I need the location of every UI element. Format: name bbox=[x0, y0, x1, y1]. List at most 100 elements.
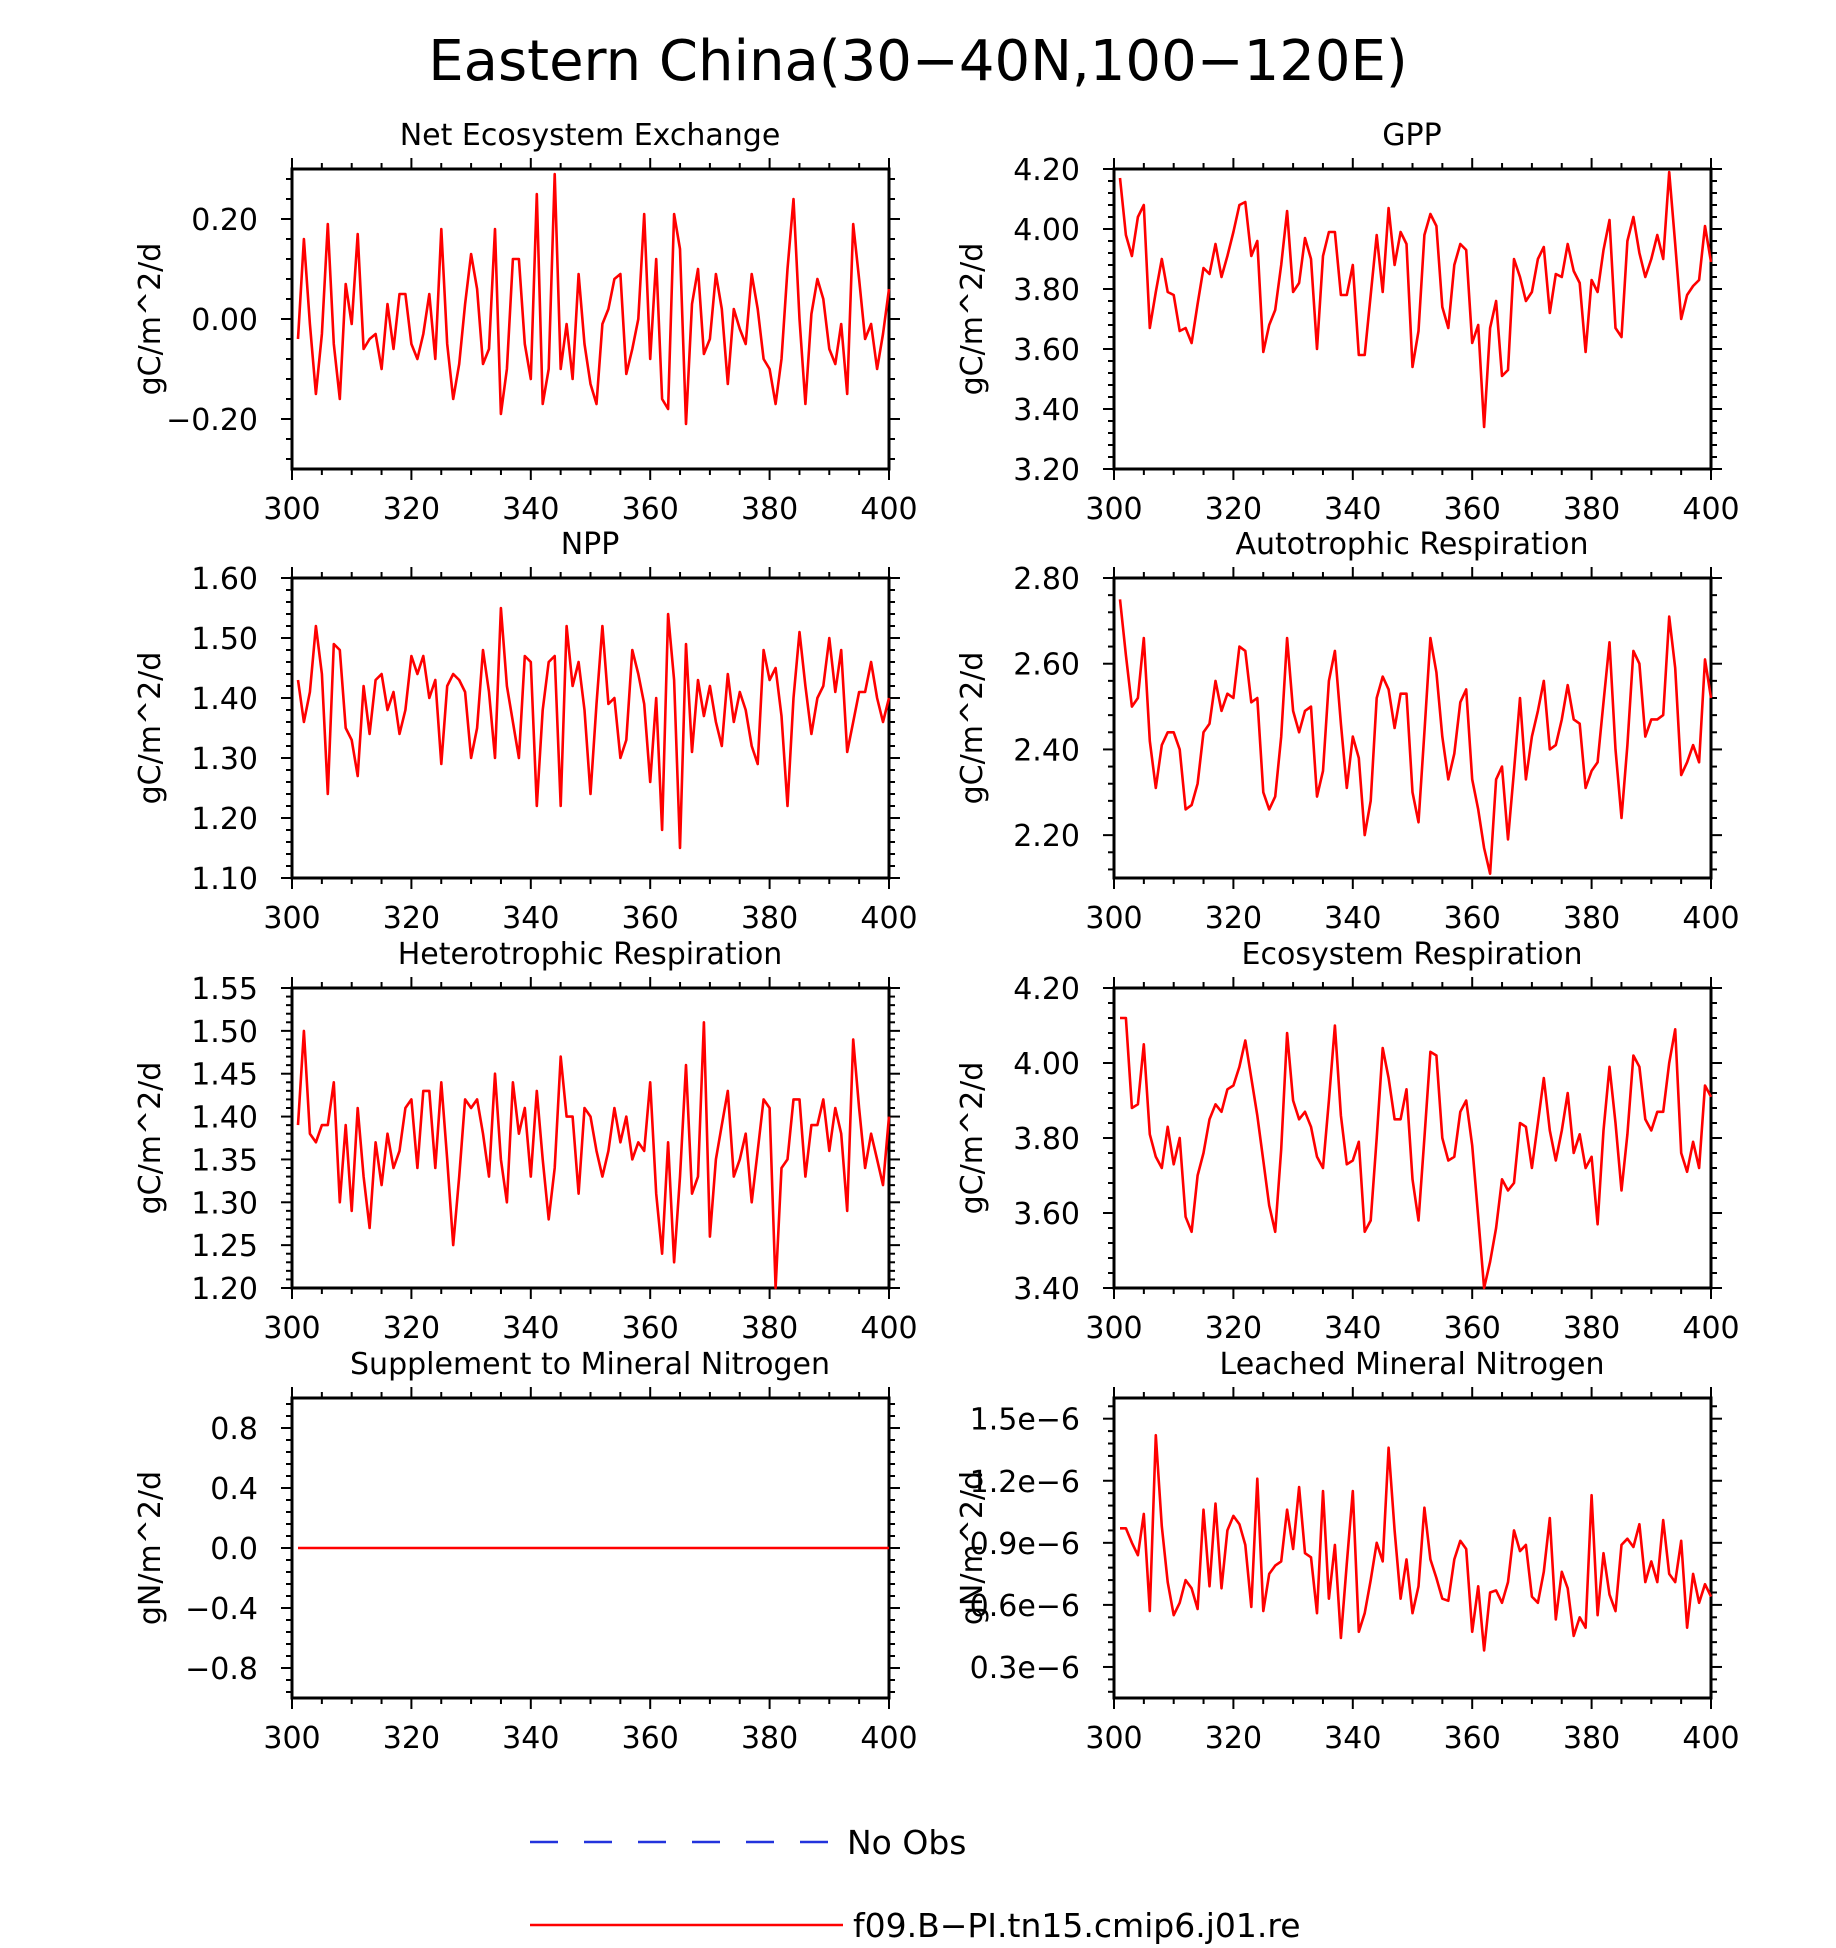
x-tick-label: 380 bbox=[741, 901, 798, 936]
legend-label-model: f09.B−PI.tn15.cmip6.j01.re bbox=[853, 1906, 1301, 1945]
y-tick-label: 1.50 bbox=[191, 1015, 258, 1050]
y-axis-label: gC/m^2/d bbox=[955, 243, 990, 396]
x-tick-label: 320 bbox=[1205, 901, 1262, 936]
y-axis-label: gC/m^2/d bbox=[955, 1062, 990, 1215]
x-tick-label: 380 bbox=[1563, 492, 1620, 527]
y-tick-label: 0.4 bbox=[210, 1472, 258, 1507]
y-tick-label: −0.4 bbox=[185, 1592, 258, 1627]
chart-panel-1: Net Ecosystem Exchange gC/m^2/d 300 320 340 3… bbox=[133, 118, 918, 527]
x-tick-label: 360 bbox=[622, 1311, 679, 1346]
legend: No Obs f09.B−PI.tn15.cmip6.j01.re bbox=[530, 1823, 1301, 1945]
panel-title: Supplement to Mineral Nitrogen bbox=[350, 1347, 830, 1382]
y-tick-label: 3.20 bbox=[1013, 453, 1080, 488]
y-tick-label: 3.40 bbox=[1013, 1272, 1080, 1307]
y-tick-label: 1.10 bbox=[191, 862, 258, 897]
x-tick-label: 340 bbox=[1324, 1311, 1381, 1346]
x-tick-label: 380 bbox=[741, 1311, 798, 1346]
y-tick-label: 1.35 bbox=[191, 1143, 258, 1178]
x-tick-label: 340 bbox=[502, 1311, 559, 1346]
y-tick-label: 1.30 bbox=[191, 742, 258, 777]
y-tick-label: 3.60 bbox=[1013, 333, 1080, 368]
panel-title: Leached Mineral Nitrogen bbox=[1220, 1347, 1605, 1382]
x-tick-label: 320 bbox=[383, 1311, 440, 1346]
panels: Net Ecosystem Exchange gC/m^2/d 300 320 340 3… bbox=[133, 118, 1740, 1756]
y-axis-label: gC/m^2/d bbox=[133, 652, 168, 805]
y-tick-label: 4.20 bbox=[1013, 972, 1080, 1007]
x-tick-label: 300 bbox=[263, 492, 320, 527]
chart-panel-8: Leached Mineral Nitrogen gN/m^2/d 300 320 34… bbox=[955, 1347, 1740, 1756]
series-line bbox=[296, 606, 891, 850]
x-tick-label: 320 bbox=[1205, 1311, 1262, 1346]
x-tick-label: 400 bbox=[860, 1311, 917, 1346]
y-tick-label: 0.00 bbox=[191, 303, 258, 338]
chart-panel-5: Heterotrophic Respiration gC/m^2/d 300 320 3… bbox=[133, 937, 918, 1346]
x-tick-label: 300 bbox=[1085, 492, 1142, 527]
chart-panel-4: Autotrophic Respiration gC/m^2/d 300 320 340… bbox=[955, 527, 1740, 936]
x-tick-label: 380 bbox=[741, 1721, 798, 1756]
panel-title: Heterotrophic Respiration bbox=[398, 937, 783, 972]
chart-panel-2: GPP gC/m^2/d 300 320 340 360 380 400 3.20 3.40 3.6… bbox=[955, 118, 1740, 527]
y-tick-label: 0.8 bbox=[210, 1412, 258, 1447]
series-line bbox=[1118, 599, 1713, 876]
x-tick-label: 300 bbox=[263, 901, 320, 936]
x-tick-label: 300 bbox=[1085, 1721, 1142, 1756]
panel-title: NPP bbox=[561, 527, 620, 562]
y-tick-label: 0.0 bbox=[210, 1532, 258, 1567]
x-tick-label: 320 bbox=[1205, 1721, 1262, 1756]
plot-frame bbox=[1112, 986, 1713, 1290]
x-tick-label: 340 bbox=[1324, 492, 1381, 527]
chart-panel-3: NPP gC/m^2/d 300 320 340 360 380 400 1.10 1.20 1.3… bbox=[133, 527, 918, 936]
x-tick-label: 320 bbox=[1205, 492, 1262, 527]
x-tick-label: 360 bbox=[1444, 1311, 1501, 1346]
plot-frame bbox=[290, 986, 891, 1290]
y-tick-label: 1.30 bbox=[191, 1186, 258, 1221]
x-tick-label: 300 bbox=[1085, 901, 1142, 936]
chart-panel-7: Supplement to Mineral Nitrogen gN/m^2/d 30… bbox=[133, 1347, 918, 1756]
x-tick-label: 380 bbox=[1563, 1721, 1620, 1756]
y-tick-label: 0.3e−6 bbox=[970, 1651, 1080, 1686]
y-tick-label: 1.50 bbox=[191, 622, 258, 657]
x-tick-label: 400 bbox=[860, 901, 917, 936]
y-tick-label: 1.60 bbox=[191, 562, 258, 597]
y-tick-label: 2.40 bbox=[1013, 733, 1080, 768]
x-tick-label: 380 bbox=[1563, 901, 1620, 936]
y-tick-label: −0.20 bbox=[166, 403, 258, 438]
x-tick-label: 300 bbox=[263, 1311, 320, 1346]
x-tick-label: 360 bbox=[622, 1721, 679, 1756]
x-tick-label: 340 bbox=[502, 492, 559, 527]
x-tick-label: 400 bbox=[860, 492, 917, 527]
series-line bbox=[1120, 1433, 1713, 1652]
x-tick-label: 340 bbox=[1324, 1721, 1381, 1756]
x-tick-label: 360 bbox=[1444, 901, 1501, 936]
series-line bbox=[296, 172, 891, 426]
y-axis-label: gC/m^2/d bbox=[955, 652, 990, 805]
y-tick-label: 3.80 bbox=[1013, 273, 1080, 308]
y-tick-label: 1.55 bbox=[191, 972, 258, 1007]
y-tick-label: 3.80 bbox=[1013, 1122, 1080, 1157]
x-tick-label: 340 bbox=[502, 901, 559, 936]
panel-title: GPP bbox=[1382, 118, 1441, 153]
y-tick-label: 4.00 bbox=[1013, 213, 1080, 248]
x-tick-label: 340 bbox=[502, 1721, 559, 1756]
y-axis-label: gN/m^2/d bbox=[955, 1471, 990, 1625]
x-tick-label: 400 bbox=[1682, 1721, 1739, 1756]
y-tick-label: 1.45 bbox=[191, 1058, 258, 1093]
x-tick-label: 400 bbox=[860, 1721, 917, 1756]
plot-frame bbox=[1112, 576, 1713, 880]
x-tick-label: 360 bbox=[622, 492, 679, 527]
y-tick-label: 1.20 bbox=[191, 1272, 258, 1307]
x-tick-label: 380 bbox=[1563, 1311, 1620, 1346]
x-tick-label: 400 bbox=[1682, 1311, 1739, 1346]
x-tick-label: 300 bbox=[1085, 1311, 1142, 1346]
x-tick-label: 320 bbox=[383, 492, 440, 527]
y-axis-label: gC/m^2/d bbox=[133, 243, 168, 396]
y-axis-label: gN/m^2/d bbox=[133, 1471, 168, 1625]
x-tick-label: 320 bbox=[383, 901, 440, 936]
series-line bbox=[296, 1020, 891, 1290]
series-line bbox=[1118, 170, 1713, 429]
y-tick-label: 0.9e−6 bbox=[970, 1527, 1080, 1562]
x-tick-label: 400 bbox=[1682, 901, 1739, 936]
legend-label-no-obs: No Obs bbox=[847, 1823, 966, 1862]
y-tick-label: 2.60 bbox=[1013, 648, 1080, 683]
